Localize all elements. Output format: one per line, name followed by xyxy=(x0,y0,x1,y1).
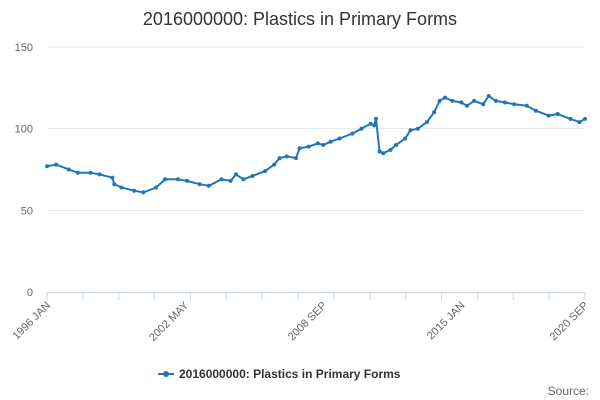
data-point[interactable] xyxy=(377,149,382,154)
data-point[interactable] xyxy=(141,190,146,195)
data-point[interactable] xyxy=(350,131,355,136)
data-point[interactable] xyxy=(294,156,298,161)
data-point[interactable] xyxy=(97,172,102,177)
source-credit[interactable]: Source: xyxy=(548,384,589,398)
data-point[interactable] xyxy=(374,116,378,121)
x-tick-label: 1996 JAN xyxy=(10,300,53,343)
data-point[interactable] xyxy=(328,139,333,144)
data-point[interactable] xyxy=(437,98,442,103)
data-point[interactable] xyxy=(306,144,311,149)
y-tick-label: 100 xyxy=(15,124,33,136)
data-point[interactable] xyxy=(486,94,491,98)
data-point[interactable] xyxy=(250,174,255,178)
x-tick-label: 2008 SEP xyxy=(286,300,330,344)
data-point[interactable] xyxy=(110,175,115,180)
data-point[interactable] xyxy=(272,162,277,167)
data-point[interactable] xyxy=(464,103,469,108)
data-point[interactable] xyxy=(503,100,507,105)
data-point[interactable] xyxy=(555,112,560,116)
data-point[interactable] xyxy=(512,102,517,107)
data-point[interactable] xyxy=(368,121,373,126)
data-point[interactable] xyxy=(119,185,124,190)
data-point[interactable] xyxy=(228,178,233,183)
data-point[interactable] xyxy=(381,151,386,156)
data-point[interactable] xyxy=(132,188,137,193)
data-point[interactable] xyxy=(432,110,437,115)
data-point[interactable] xyxy=(315,141,320,146)
data-point[interactable] xyxy=(234,172,238,177)
legend-label: 2016000000: Plastics in Primary Forms xyxy=(179,367,401,381)
data-point[interactable] xyxy=(88,170,93,175)
data-point[interactable] xyxy=(546,113,551,118)
data-point[interactable] xyxy=(568,116,573,121)
data-point[interactable] xyxy=(163,177,168,182)
data-point[interactable] xyxy=(415,126,420,131)
data-point[interactable] xyxy=(241,177,246,182)
data-point[interactable] xyxy=(337,136,342,141)
data-point[interactable] xyxy=(533,108,538,113)
data-point[interactable] xyxy=(45,164,49,169)
data-point[interactable] xyxy=(583,116,587,121)
data-point[interactable] xyxy=(359,126,364,131)
x-tick-label: 2015 JAN xyxy=(425,300,468,343)
data-point[interactable] xyxy=(75,170,80,175)
legend[interactable]: 2016000000: Plastics in Primary Forms xyxy=(158,367,401,381)
data-point[interactable] xyxy=(424,120,429,125)
data-point[interactable] xyxy=(388,147,393,152)
data-point[interactable] xyxy=(263,169,268,174)
data-point[interactable] xyxy=(459,100,464,105)
data-point[interactable] xyxy=(321,143,326,147)
data-point[interactable] xyxy=(185,178,189,183)
data-point[interactable] xyxy=(297,146,302,151)
data-point[interactable] xyxy=(54,162,59,167)
data-point[interactable] xyxy=(450,98,455,103)
data-point[interactable] xyxy=(154,185,159,190)
axes: 0 50 100 150 1996 JAN 2002 MAY 2008 SEP 2015 JA… xyxy=(10,42,591,344)
data-point[interactable] xyxy=(408,128,413,133)
y-tick-label: 150 xyxy=(15,42,33,54)
data-point[interactable] xyxy=(472,98,477,103)
legend-point-marker xyxy=(163,371,169,377)
data-point[interactable] xyxy=(372,123,377,128)
gridlines xyxy=(47,46,585,211)
x-tick-label: 2020 SEP xyxy=(548,300,592,344)
data-point[interactable] xyxy=(403,136,408,141)
y-tick-label: 0 xyxy=(27,287,33,299)
data-point[interactable] xyxy=(66,167,71,172)
data-point[interactable] xyxy=(481,102,486,107)
data-point[interactable] xyxy=(524,103,529,108)
data-point[interactable] xyxy=(284,154,289,159)
data-point[interactable] xyxy=(219,177,224,182)
data-point[interactable] xyxy=(206,183,211,188)
data-point[interactable] xyxy=(577,120,582,125)
chart-title: 2016000000: Plastics in Primary Forms xyxy=(143,9,457,29)
data-point[interactable] xyxy=(277,156,282,161)
series-layer xyxy=(45,94,587,195)
y-tick-label: 50 xyxy=(21,205,33,217)
data-point[interactable] xyxy=(112,182,117,187)
data-point[interactable] xyxy=(197,182,202,187)
data-point[interactable] xyxy=(175,177,180,182)
data-point[interactable] xyxy=(493,98,498,103)
x-tick-label: 2002 MAY xyxy=(147,299,192,344)
data-point[interactable] xyxy=(394,143,398,147)
data-point[interactable] xyxy=(443,95,447,100)
